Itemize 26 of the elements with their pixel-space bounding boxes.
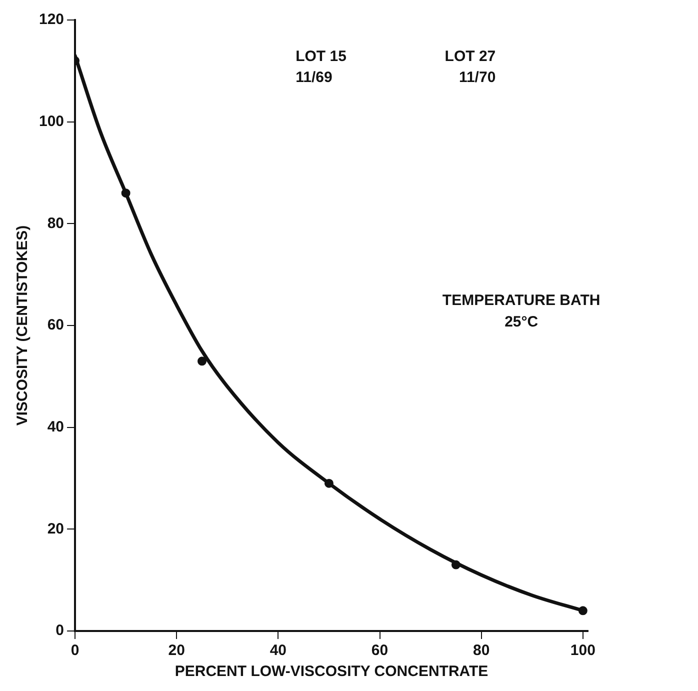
x-tick-label: 20 xyxy=(168,642,185,660)
point xyxy=(324,478,334,488)
annotation: TEMPERATURE BATH xyxy=(442,292,600,310)
x-tick-label: 100 xyxy=(570,642,596,660)
y-tick-label: 120 xyxy=(38,11,64,28)
x-axis-title: PERCENT LOW-VISCOSITY CONCENTRATE xyxy=(174,663,488,680)
y-axis-title: VISCOSITY (CENTISTOKES) xyxy=(14,225,32,426)
point xyxy=(578,606,588,616)
y-tick-label: 80 xyxy=(47,214,64,232)
x-tick-label: 60 xyxy=(371,642,388,660)
x-tick-label: 0 xyxy=(70,642,80,660)
annotation: LOT 27 xyxy=(444,48,496,65)
y-tick-label: 60 xyxy=(47,316,64,334)
annotation: LOT 15 xyxy=(296,48,346,65)
y-tick-label: 40 xyxy=(47,418,64,436)
point xyxy=(121,188,130,198)
annotation: 11/69 xyxy=(296,69,332,86)
y-tick-label: 0 xyxy=(56,622,64,640)
y-tick-label: 100 xyxy=(38,112,64,130)
x-tick-label: 40 xyxy=(270,642,287,660)
point xyxy=(198,356,206,366)
annotation: 25°C xyxy=(504,314,538,331)
annotation: 11/70 xyxy=(458,69,496,86)
point xyxy=(451,560,460,570)
x-tick-label: 80 xyxy=(473,642,490,660)
y-tick-label: 20 xyxy=(47,520,64,538)
